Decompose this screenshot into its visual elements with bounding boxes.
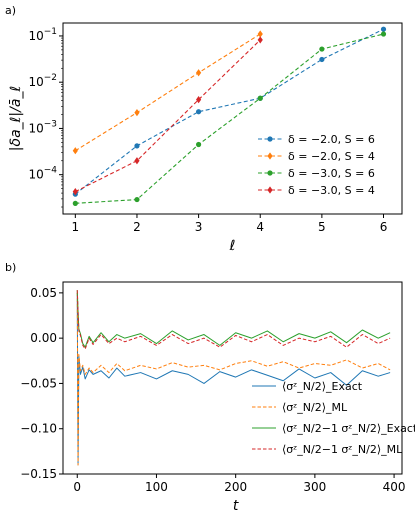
legend-marker (267, 170, 273, 176)
x-tick-label: 2 (133, 220, 141, 234)
x-tick-label: 200 (224, 480, 247, 494)
legend-entry: ⟨σᶻ_N/2⟩_ML (282, 401, 348, 414)
data-point (196, 96, 202, 104)
data-point (257, 30, 263, 38)
panel-a-frame (62, 22, 403, 215)
data-point (319, 56, 325, 63)
x-tick-label: 300 (303, 480, 326, 494)
data-point (72, 147, 78, 155)
series-line-0 (76, 292, 391, 466)
series-line-0 (74, 28, 384, 195)
x-tick-label: 5 (318, 220, 326, 234)
series-line-2 (76, 290, 391, 348)
data-point (72, 200, 78, 206)
data-point (257, 36, 263, 44)
panel-b-time-series-plot: b) 0 100 200 300 400 0.05 0.00 −0.05 −0.10 −0.15 t ⟨… (5, 261, 415, 514)
legend-entry: ⟨σᶻ_N/2−1 σᶻ_N/2⟩_Exact (282, 422, 415, 435)
legend-entry: δ = −2.0, S = 6 (288, 133, 375, 146)
legend-marker (267, 152, 273, 160)
data-point (72, 188, 78, 196)
data-point (319, 46, 325, 52)
x-tick-label: 3 (195, 220, 203, 234)
data-point (380, 26, 387, 32)
legend-entry: δ = −3.0, S = 6 (288, 167, 375, 180)
x-tick-label: 6 (380, 220, 388, 234)
series-line-2 (75, 33, 384, 204)
data-point (196, 141, 202, 148)
panel-a-label: a) (5, 4, 16, 17)
x-tick-label: 4 (256, 220, 264, 234)
x-tick-label: 400 (383, 480, 406, 494)
legend-entry: ⟨σᶻ_N/2−1 σᶻ_N/2⟩_ML (282, 443, 403, 456)
x-axis-label: ℓ (229, 238, 236, 254)
panel-b-label: b) (5, 261, 16, 274)
x-tick-label: 1 (72, 220, 80, 234)
legend-entry: ⟨σᶻ_N/2⟩_Exact (282, 380, 363, 393)
y-tick-label: 0.05 (30, 286, 57, 300)
legend-marker (267, 186, 273, 194)
series-line-3 (75, 39, 261, 193)
y-tick-label: −0.10 (20, 422, 57, 436)
data-point (134, 196, 140, 203)
x-axis-label: t (233, 498, 239, 514)
y-tick-label: 10−4 (28, 166, 57, 182)
y-tick-label: 0.00 (30, 331, 57, 345)
data-point (257, 95, 263, 101)
x-tick-label: 0 (73, 480, 81, 494)
y-tick-label: −0.15 (20, 467, 57, 481)
data-point (134, 157, 140, 165)
data-point (380, 31, 387, 37)
legend-entry: δ = −2.0, S = 4 (288, 150, 375, 163)
y-tick-label: 10−2 (28, 73, 57, 89)
data-point (196, 109, 202, 115)
data-point (196, 69, 202, 77)
legend-marker (267, 136, 273, 142)
y-axis-label: |δa_ℓ|/ā_ℓ (8, 86, 24, 151)
x-tick-label: 100 (145, 480, 168, 494)
y-tick-label: −0.05 (20, 376, 57, 390)
y-tick-label: 10−1 (28, 27, 57, 43)
series-line-1 (76, 292, 391, 466)
data-point (134, 109, 140, 117)
series-line-1 (75, 33, 261, 152)
data-point (134, 143, 140, 149)
panel-b-frame (62, 281, 403, 475)
y-tick-label: 10−3 (28, 119, 57, 135)
legend-entry: δ = −3.0, S = 4 (288, 184, 375, 197)
panel-a-log-error-plot: a) 1 2 3 4 5 6 10−4 10−3 10−2 10−1 ℓ |δa_ℓ|/ā_ℓ δ = −… (5, 4, 403, 254)
series-line-3 (76, 290, 391, 350)
